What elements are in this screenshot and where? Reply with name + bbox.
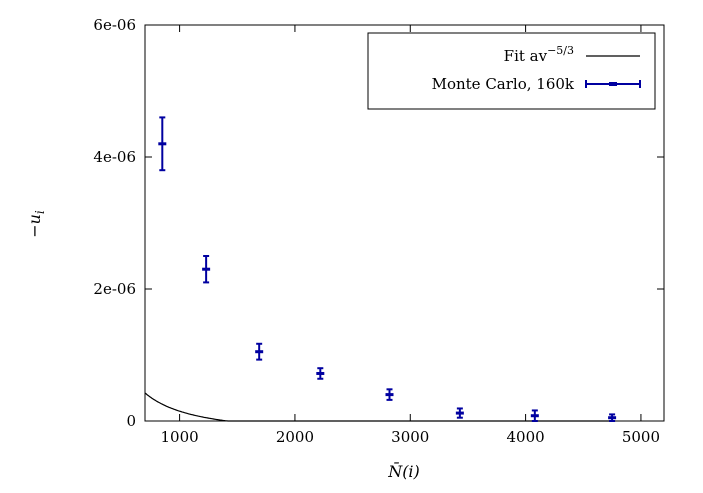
errorbar-point bbox=[255, 342, 264, 361]
y-tick-label: 0 bbox=[126, 412, 136, 430]
errorbar-point bbox=[202, 255, 211, 284]
x-tick-label: 1000 bbox=[161, 428, 199, 446]
x-tick-label: 2000 bbox=[276, 428, 314, 446]
x-axis-label: N̄(i) bbox=[387, 460, 420, 481]
y-axis-label: −ui bbox=[25, 210, 47, 238]
errorbar-point bbox=[385, 388, 394, 401]
y-axis-label-subscript: i bbox=[33, 210, 47, 214]
errorbar-point bbox=[608, 413, 617, 422]
errorbar-point bbox=[316, 367, 325, 380]
legend-label-fit-exponent: −5/3 bbox=[547, 44, 574, 57]
x-tick-label: 4000 bbox=[507, 428, 545, 446]
errorbar-point bbox=[455, 407, 464, 419]
x-axis-ticks: 1000 2000 3000 4000 5000 bbox=[161, 25, 660, 446]
y-tick-label: 6e-06 bbox=[93, 16, 136, 34]
y-tick-label: 4e-06 bbox=[93, 148, 136, 166]
x-tick-label: 3000 bbox=[391, 428, 429, 446]
errorbar-point bbox=[158, 116, 167, 172]
monte-carlo-errorbars bbox=[158, 116, 617, 422]
legend-box bbox=[367, 32, 656, 110]
legend-label-monte-carlo: Monte Carlo, 160k bbox=[432, 75, 575, 93]
y-axis-ticks: 0 2e-06 4e-06 6e-06 bbox=[93, 16, 664, 430]
legend-label-fit: Fit av−5/3 bbox=[504, 44, 574, 65]
y-tick-label: 2e-06 bbox=[93, 280, 136, 298]
errorbar-point bbox=[530, 409, 539, 422]
x-tick-label: 5000 bbox=[622, 428, 660, 446]
legend: Fit av−5/3 Monte Carlo, 160k bbox=[367, 32, 656, 110]
fit-curve bbox=[144, 392, 613, 422]
legend-swatch-monte-carlo bbox=[585, 80, 641, 88]
